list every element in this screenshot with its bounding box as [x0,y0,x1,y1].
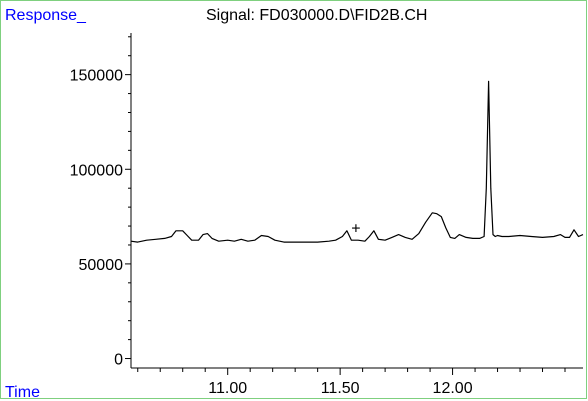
chart-title: Signal: FD030000.D\FID2B.CH [206,7,427,24]
y-tick-label: 150000 [70,68,123,85]
plot-area: + [130,80,584,243]
ticks: 0 50000 100000 150000 11.00 11.50 12.00 [70,36,566,397]
x-axis-label: Time [5,384,40,401]
y-tick-label: 50000 [79,257,124,274]
axes [130,33,583,369]
signal-trace [130,80,584,243]
x-tick-label: 11.50 [321,380,360,397]
annotation-marker: + [351,221,360,238]
y-tick-label: 100000 [70,162,123,179]
x-tick-label: 11.00 [208,380,247,397]
y-axis-label: Response_ [5,7,87,24]
y-tick-label: 0 [114,352,123,369]
x-tick-label: 12.00 [433,380,473,397]
